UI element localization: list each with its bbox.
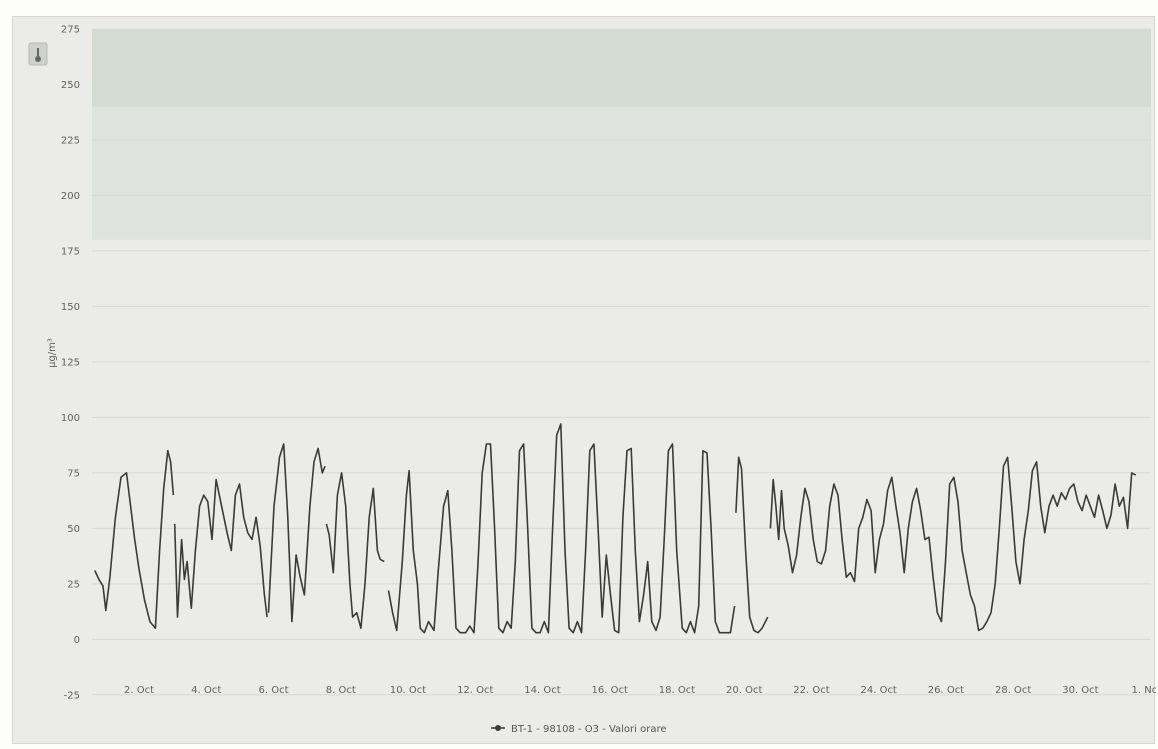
x-tick-label: 28. Oct — [995, 685, 1031, 696]
y-tick-label: 225 — [61, 135, 80, 146]
y-tick-label: 25 — [67, 579, 80, 590]
y-tick-label: 175 — [61, 246, 80, 257]
x-tick-label: 1. Nov — [1132, 685, 1156, 696]
series-line-segment — [94, 449, 175, 629]
y-tick-label: -25 — [64, 690, 80, 701]
chart-menu-button[interactable] — [28, 42, 48, 66]
x-tick-label: 24. Oct — [860, 685, 896, 696]
y-tick-label: 125 — [61, 357, 80, 368]
x-tick-label: 12. Oct — [457, 685, 493, 696]
series-line-segment — [735, 456, 769, 634]
y-tick-label: 250 — [61, 80, 80, 91]
grid-lines — [92, 28, 1151, 696]
chart-container: -25 0 25 50 75 100 125 150 175 200 225 250 275 2. Oc… — [12, 16, 1156, 744]
series-line-segment — [387, 423, 736, 634]
x-tick-label: 20. Oct — [726, 685, 762, 696]
y-tick-label: 150 — [61, 302, 80, 313]
x-tick-label: 6. Oct — [259, 685, 289, 696]
series-line-segment — [267, 443, 326, 623]
plot-bands — [92, 29, 1151, 240]
x-tick-label: 30. Oct — [1062, 685, 1098, 696]
thermometer-icon — [35, 48, 41, 62]
plot-band — [92, 29, 1151, 107]
chart-svg: -25 0 25 50 75 100 125 150 175 200 225 250 275 2. Oc… — [28, 25, 1156, 735]
legend-marker — [495, 725, 501, 731]
y-axis-ticks: -25 0 25 50 75 100 125 150 175 200 225 250 275 — [61, 25, 80, 702]
plot-band — [92, 106, 1151, 240]
y-tick-label: 0 — [74, 635, 80, 646]
x-tick-label: 26. Oct — [928, 685, 964, 696]
x-tick-label: 18. Oct — [659, 685, 695, 696]
legend-item[interactable]: BT-1 - 98108 - O3 - Valori orare — [491, 724, 667, 735]
x-tick-label: 8. Oct — [326, 685, 356, 696]
series-layer — [94, 423, 1137, 634]
legend-label: BT-1 - 98108 - O3 - Valori orare — [511, 724, 667, 735]
x-tick-label: 22. Oct — [793, 685, 829, 696]
y-axis-label: µg/m³ — [47, 338, 58, 368]
y-tick-label: 200 — [61, 191, 80, 202]
y-tick-label: 275 — [61, 25, 80, 36]
series-line-segment — [173, 478, 268, 618]
series-line-segment — [769, 456, 1137, 632]
x-tick-label: 2. Oct — [124, 685, 154, 696]
x-tick-label: 4. Oct — [191, 685, 221, 696]
x-tick-label: 16. Oct — [592, 685, 628, 696]
x-tick-label: 14. Oct — [524, 685, 560, 696]
x-axis-ticks: 2. Oct 4. Oct 6. Oct 8. Oct 10. Oct 12. Oct 14… — [124, 685, 1156, 696]
series-line-segment — [325, 472, 385, 629]
x-tick-label: 10. Oct — [390, 685, 426, 696]
y-tick-label: 50 — [67, 524, 80, 535]
y-tick-label: 100 — [61, 413, 80, 424]
y-tick-label: 75 — [67, 468, 80, 479]
